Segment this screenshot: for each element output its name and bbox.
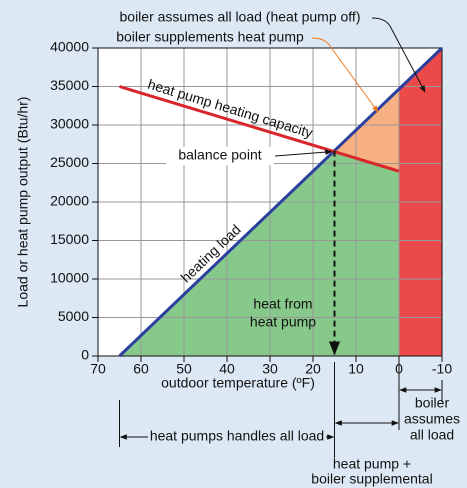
annotation: assumes	[404, 411, 460, 427]
leader	[274, 149, 333, 157]
y-tick-label: 10000	[50, 270, 89, 286]
series-line	[119, 85, 400, 173]
annotation: boiler supplemental	[311, 471, 432, 487]
annotation: boiler assumes all load (heat pump off)	[120, 9, 361, 25]
x-tick-label: 60	[133, 361, 149, 377]
annotation: boiler supplements heat pump	[116, 29, 304, 45]
annotation: heat pumps handles all load	[150, 428, 324, 444]
x-tick-label: 10	[348, 361, 364, 377]
label-box	[104, 30, 316, 46]
y-tick-label: 20000	[50, 193, 89, 209]
annotation: balance point	[178, 147, 261, 163]
label-box	[148, 428, 326, 446]
region-supplement	[334, 89, 399, 172]
y-tick-label: 35000	[50, 77, 89, 93]
annotation: boiler	[415, 395, 450, 411]
label-box	[166, 147, 274, 165]
annotation: heat pump +	[333, 456, 411, 472]
y-tick-label: 40000	[50, 39, 89, 55]
annotation: heat pump	[250, 314, 316, 330]
x-tick-label: 40	[219, 361, 235, 377]
y-tick-label: 15000	[50, 231, 89, 247]
leader	[311, 37, 379, 113]
y-tick-label: 30000	[50, 116, 89, 132]
y-tick-label: 5000	[58, 308, 89, 324]
x-tick-label: 20	[305, 361, 321, 377]
y-axis-label: Load or heat pump output (Btu/hr)	[15, 97, 31, 308]
annotation: heat from	[253, 296, 312, 312]
plot-frame	[97, 47, 443, 357]
x-tick-label: 30	[262, 361, 278, 377]
y-tick-label: 25000	[50, 154, 89, 170]
x-tick-label: 50	[176, 361, 192, 377]
y-tick-label: 0	[81, 347, 89, 363]
x-axis-label: outdoor temperature (ºF)	[161, 375, 315, 391]
annotation: all load	[410, 427, 454, 443]
leader	[371, 17, 426, 93]
x-tick-label: 70	[90, 361, 106, 377]
x-tick-label: -10	[432, 361, 452, 377]
series-line	[118, 46, 444, 358]
